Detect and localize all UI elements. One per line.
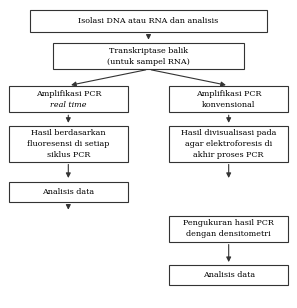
FancyBboxPatch shape: [9, 126, 128, 162]
Text: akhir proses PCR: akhir proses PCR: [193, 151, 264, 159]
FancyBboxPatch shape: [9, 86, 128, 112]
Text: agar elektroforesis di: agar elektroforesis di: [185, 140, 272, 148]
Text: fluoresensi di setiap: fluoresensi di setiap: [27, 140, 110, 148]
Text: (untuk sampel RNA): (untuk sampel RNA): [107, 58, 190, 66]
FancyBboxPatch shape: [169, 86, 288, 112]
Text: Amplifikasi PCR: Amplifikasi PCR: [36, 90, 101, 98]
FancyBboxPatch shape: [169, 126, 288, 162]
FancyBboxPatch shape: [53, 43, 244, 69]
Text: Pengukuran hasil PCR: Pengukuran hasil PCR: [183, 219, 274, 227]
FancyBboxPatch shape: [169, 265, 288, 285]
Text: dengan densitometri: dengan densitometri: [186, 230, 271, 238]
Text: Hasil divisualisasi pada: Hasil divisualisasi pada: [181, 129, 277, 137]
Text: Hasil berdasarkan: Hasil berdasarkan: [31, 129, 106, 137]
Text: Amplifikasi PCR: Amplifikasi PCR: [196, 90, 261, 98]
Text: Analisis data: Analisis data: [42, 188, 94, 196]
Text: Isolasi DNA atau RNA dan analisis: Isolasi DNA atau RNA dan analisis: [78, 17, 219, 25]
Text: Transkriptase balik: Transkriptase balik: [109, 47, 188, 55]
Text: konvensional: konvensional: [202, 101, 255, 109]
Text: real time: real time: [50, 101, 86, 109]
Text: Analisis data: Analisis data: [203, 271, 255, 279]
FancyBboxPatch shape: [30, 10, 267, 32]
FancyBboxPatch shape: [9, 182, 128, 202]
Text: siklus PCR: siklus PCR: [47, 151, 90, 159]
FancyBboxPatch shape: [169, 216, 288, 242]
